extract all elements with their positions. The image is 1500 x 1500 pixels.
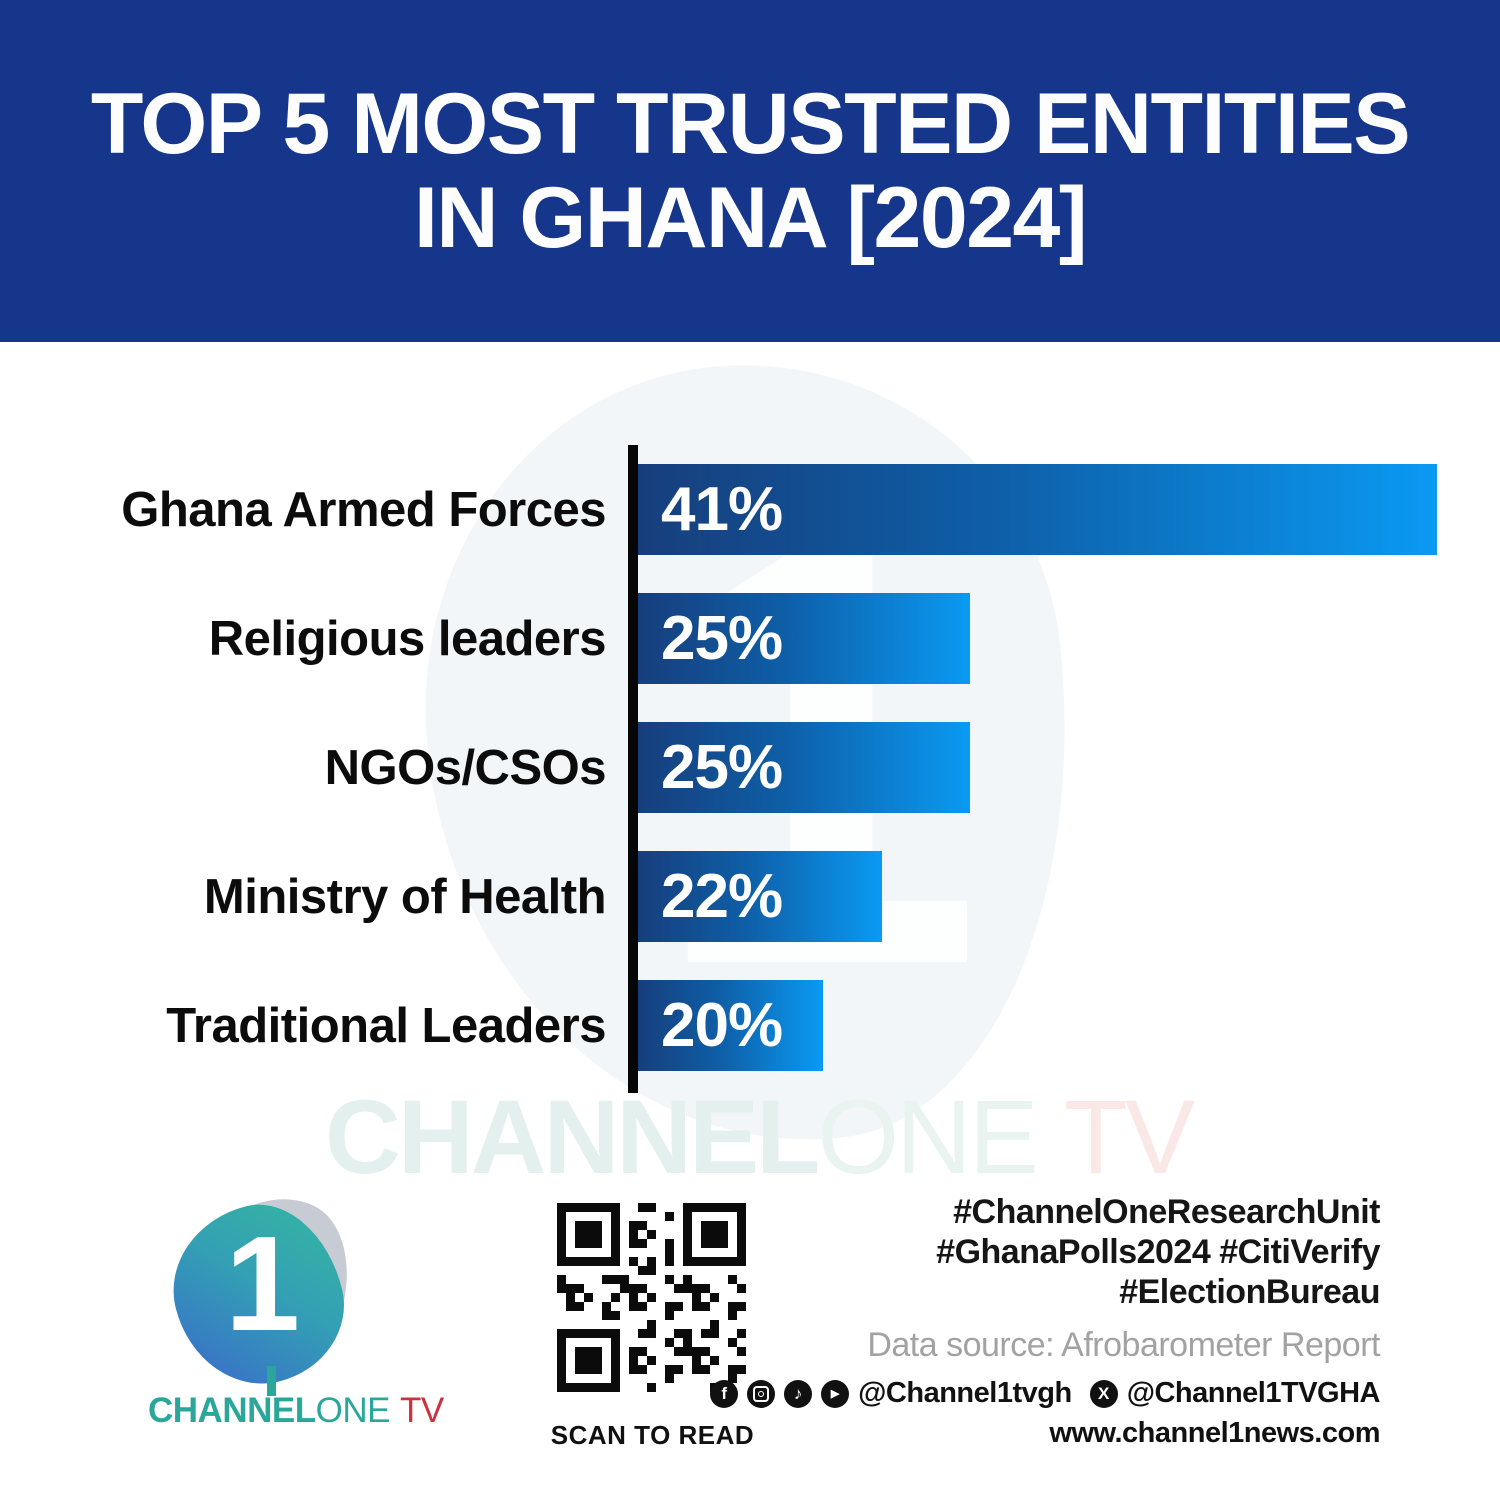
logo-wordmark: CHANNELONE TV: [148, 1392, 444, 1430]
wordmark-channel: CHANNEL: [148, 1391, 316, 1430]
logo-digit-one: 1: [225, 1208, 301, 1359]
qr-caption: SCAN TO READ: [550, 1420, 755, 1450]
bar-value-label: 25%: [661, 604, 783, 673]
bar-category-label: Ministry of Health: [203, 869, 607, 924]
bar-value-label: 20%: [661, 991, 783, 1060]
wordmark-tv: TV: [399, 1391, 444, 1430]
instagram-icon: [747, 1379, 776, 1408]
watermark-channel-one-tv: CHANNELONE TV: [325, 1085, 1195, 1190]
youtube-icon: ▶: [821, 1379, 850, 1408]
bar: 25%: [638, 593, 970, 684]
bar-value-label: 25%: [661, 733, 783, 802]
facebook-icon: f: [710, 1379, 739, 1408]
bar-row: Religious leaders 25%: [0, 593, 1500, 684]
watermark-one: ONE: [817, 1079, 1039, 1196]
bar-category-label: Traditional Leaders: [166, 998, 606, 1053]
bar-category-label: NGOs/CSOs: [324, 740, 607, 795]
bar-row: Traditional Leaders 20%: [0, 980, 1500, 1071]
qr-code: [557, 1203, 746, 1392]
wordmark-one: ONE: [315, 1391, 391, 1430]
bar-row: Ghana Armed Forces 41%: [0, 464, 1500, 555]
channel-one-logo: 1: [155, 1175, 375, 1402]
social-handle-2: @Channel1TVGHA: [1126, 1377, 1381, 1409]
hashtag-line-3: #ElectionBureau: [1119, 1273, 1380, 1311]
header-banner: TOP 5 MOST TRUSTED ENTITIES IN GHANA [20…: [0, 0, 1500, 342]
bar-category-label: Ghana Armed Forces: [121, 482, 606, 537]
footer-right-column: #ChannelOneResearchUnit #GhanaPolls2024 …: [710, 1192, 1381, 1450]
hashtag-line-2: #GhanaPolls2024 #CitiVerify: [936, 1233, 1380, 1271]
website-url: www.channel1news.com: [1049, 1417, 1380, 1449]
bar: 20%: [638, 980, 823, 1071]
tiktok-icon: ♪: [784, 1379, 813, 1408]
social-row: f ♪ ▶ @Channel1tvgh X @Channel1TVGHA: [710, 1377, 1381, 1410]
bar-row: Ministry of Health 22%: [0, 851, 1500, 942]
bar: 25%: [638, 722, 970, 813]
watermark-tv: TV: [1063, 1079, 1195, 1196]
social-handle-1: @Channel1tvgh: [858, 1377, 1072, 1409]
logo-digit-stem: [267, 1366, 276, 1396]
bar-value-label: 22%: [661, 862, 783, 931]
bar-value-label: 41%: [661, 475, 783, 544]
bar: 41%: [638, 464, 1437, 555]
page-title-line2: IN GHANA [2024]: [413, 170, 1088, 266]
bar-category-label: Religious leaders: [208, 611, 607, 666]
x-icon: X: [1089, 1379, 1118, 1408]
page-title-line1: TOP 5 MOST TRUSTED ENTITIES: [90, 76, 1411, 172]
bar: 22%: [638, 851, 882, 942]
chart-axis-line: [628, 445, 638, 1093]
watermark-channel: CHANNEL: [325, 1079, 820, 1196]
hashtag-line-1: #ChannelOneResearchUnit: [953, 1193, 1380, 1231]
bar-row: NGOs/CSOs 25%: [0, 722, 1500, 813]
data-source-label: Data source: Afrobarometer Report: [867, 1326, 1380, 1364]
